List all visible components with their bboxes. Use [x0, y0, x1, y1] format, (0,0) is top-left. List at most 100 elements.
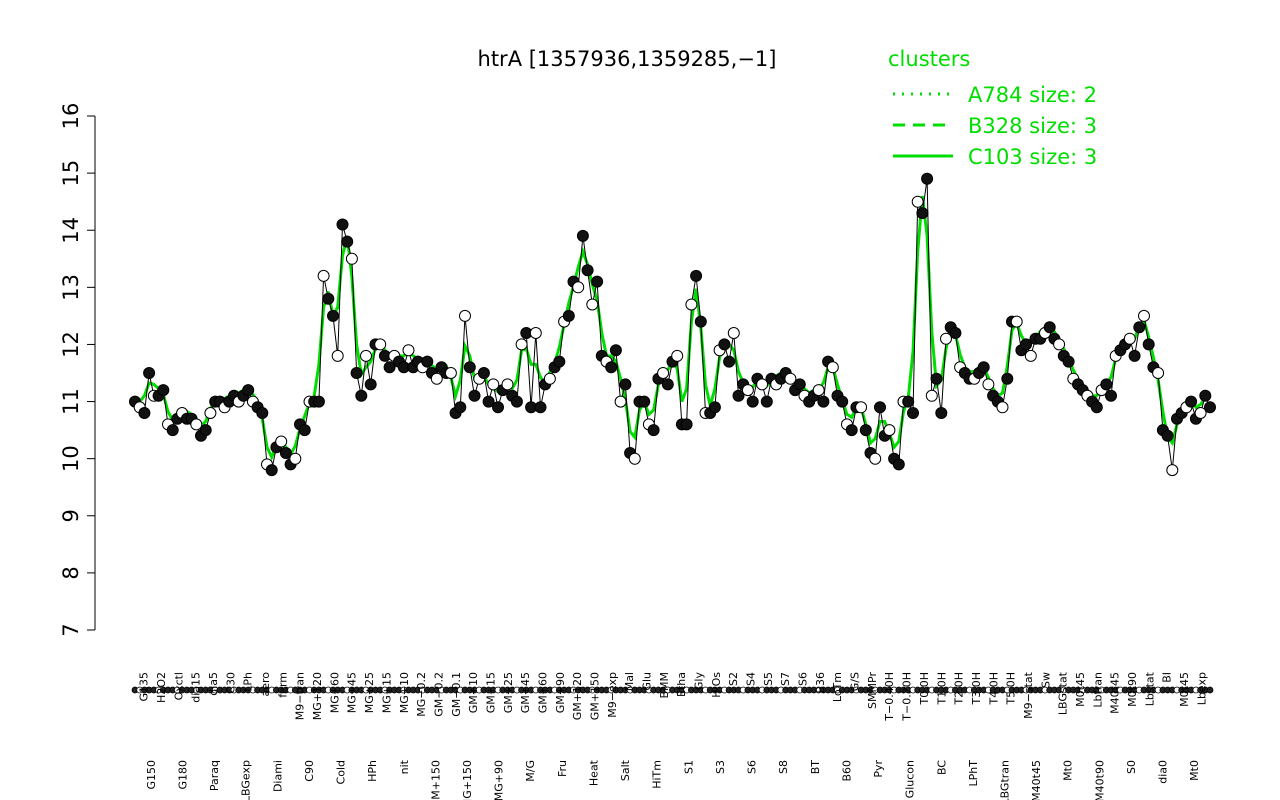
data-point [1062, 355, 1075, 368]
x-tick-label: GM−0.1 [450, 672, 463, 717]
data-point [977, 361, 990, 374]
data-point [1123, 332, 1136, 345]
y-tick-label: 9 [59, 509, 83, 522]
data-point [581, 264, 594, 277]
y-tick-label: 11 [59, 388, 83, 415]
data-point [1161, 429, 1174, 442]
data-point [680, 418, 693, 431]
data-point [949, 327, 962, 339]
data-point [817, 395, 830, 408]
x-tick-label: Paraq [208, 760, 221, 791]
x-tick-label: T−0.20H [901, 672, 914, 722]
data-point [138, 407, 151, 419]
data-point [312, 395, 325, 408]
data-point [572, 281, 585, 294]
data-point [1090, 401, 1103, 414]
x-tick-label: LoTm [831, 672, 844, 702]
x-tick-label: S2 [727, 672, 740, 686]
data-point [925, 389, 938, 402]
x-tick-label: M0t45 [1178, 672, 1191, 707]
data-point [826, 361, 839, 374]
data-point [586, 298, 599, 311]
x-tick-label: dia0 [1157, 760, 1170, 784]
x-tick-label: dia5 [207, 672, 220, 696]
x-tick-label: GM+45 [519, 672, 532, 713]
x-tick-label: MG+10 [398, 672, 411, 713]
x-tick-label: BI [1161, 672, 1174, 683]
chart-title: htrA [1357936,1359285,−1] [478, 47, 777, 71]
legend-title: clusters [888, 47, 970, 71]
data-point [350, 367, 363, 379]
data-point [289, 452, 302, 465]
data-point [883, 424, 896, 437]
data-point [1133, 321, 1146, 334]
x-tick-label: G/S [849, 672, 862, 691]
x-tick-label: Fru [556, 760, 569, 777]
x-tick-label: LBGexp [240, 760, 253, 800]
data-point [355, 389, 368, 402]
data-point [746, 395, 759, 408]
x-tick-label: T2.0H [953, 672, 966, 705]
x-tick-label: GM+15 [484, 672, 497, 713]
data-point [694, 315, 707, 328]
x-tick-label: Mal [623, 672, 636, 691]
data-point [487, 378, 500, 391]
x-tick-label: GM−0.2 [432, 672, 445, 717]
x-tick-label: T0.0H [918, 672, 931, 705]
data-point [732, 389, 745, 402]
x-tick-label: MG+45 [346, 672, 359, 713]
data-point [1152, 367, 1165, 379]
x-tick-label: G150 [145, 760, 158, 790]
x-tick-label: Lbtran [1091, 672, 1104, 708]
data-point [1020, 338, 1033, 351]
x-tick-label: MG+60 [328, 672, 341, 713]
x-tick-label: LBGtran [999, 760, 1012, 800]
data-point [463, 361, 476, 374]
x-tick-label: S1 [682, 760, 695, 774]
x-tick-label: MG+150 [461, 760, 474, 800]
data-point [793, 378, 806, 391]
data-point [1128, 349, 1141, 362]
data-point [444, 367, 457, 379]
x-tick-label: S5 [762, 672, 775, 686]
data-point [421, 355, 434, 368]
x-tick-label: GM+60 [537, 672, 550, 713]
x-tick-label: M/G [524, 760, 537, 782]
data-point [628, 452, 641, 465]
data-point [543, 372, 556, 385]
data-point [402, 344, 415, 357]
data-point [708, 401, 721, 414]
data-point [279, 447, 292, 459]
data-point [515, 338, 528, 351]
data-point [855, 401, 868, 414]
data-point [336, 218, 349, 231]
x-tick-label: T4.0H [987, 672, 1000, 705]
data-point [468, 389, 481, 402]
data-point [454, 401, 467, 414]
x-tick-label: T5.0H [1005, 672, 1018, 705]
x-tick-label: B36 [814, 672, 827, 694]
data-point [935, 407, 948, 419]
data-point [327, 309, 339, 322]
x-tick-label: S4 [745, 672, 758, 686]
data-point [345, 252, 358, 265]
x-tick-label: S8 [777, 760, 790, 774]
data-point [1138, 309, 1150, 322]
x-tick-label: SMMPr [866, 672, 879, 709]
data-point [982, 378, 995, 391]
x-tick-label: S7 [779, 672, 792, 686]
x-tick-label: Glu [641, 672, 654, 691]
y-tick-label: 8 [59, 566, 83, 579]
data-point [275, 435, 288, 448]
data-point [166, 424, 179, 437]
x-tick-label: BMM [658, 672, 671, 699]
y-tick-label: 13 [59, 274, 83, 301]
data-point [638, 395, 651, 408]
x-tick-label: ferm [276, 672, 289, 698]
x-tick-label: G180 [176, 760, 189, 790]
x-tick-label: T3.0H [970, 672, 983, 705]
data-point [874, 401, 886, 414]
data-point [562, 309, 575, 322]
x-tick-label: Pyr [872, 760, 885, 778]
x-tick-label: Gly [693, 672, 706, 691]
